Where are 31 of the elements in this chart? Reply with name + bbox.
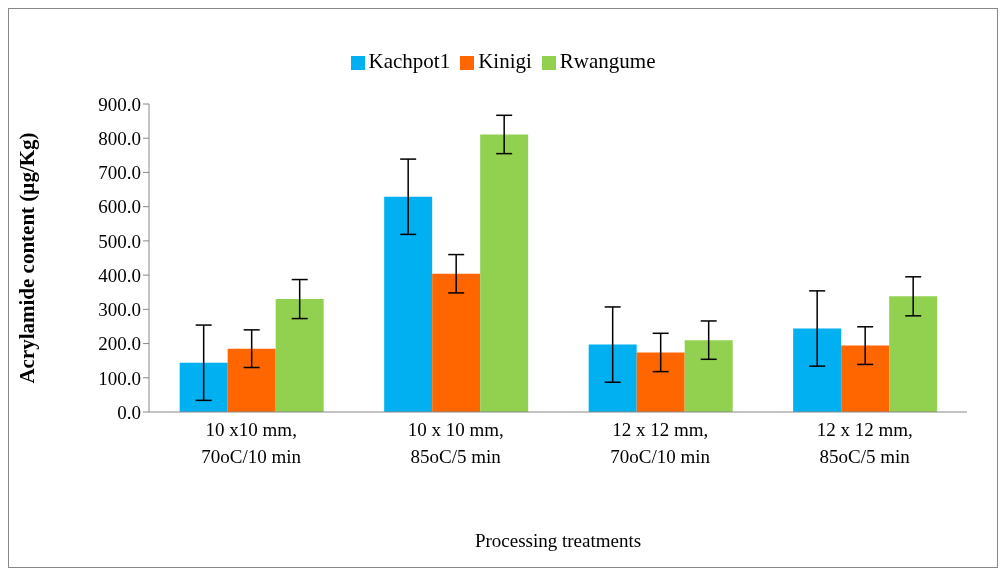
bar — [432, 273, 481, 412]
bar — [793, 328, 842, 412]
y-tick-label: 900.0 — [98, 93, 141, 115]
y-tick-label: 300.0 — [98, 299, 141, 321]
bar — [384, 196, 433, 412]
x-tick-label: 10 x 10 mm, 85oC/5 min — [407, 419, 504, 467]
y-tick-label: 700.0 — [98, 162, 141, 184]
y-tick-label: 400.0 — [98, 264, 141, 286]
y-tick-label: 100.0 — [98, 367, 141, 389]
y-tick-label: 500.0 — [98, 230, 141, 252]
bar — [275, 299, 324, 412]
x-tick-label: 12 x 12 mm, 70oC/10 min — [610, 419, 711, 467]
legend-label: Kachpot1 — [368, 49, 451, 73]
y-tick-label: 800.0 — [98, 127, 141, 149]
x-tick-label: 10 x10 mm, 70oC/10 min — [201, 419, 302, 467]
bar — [480, 134, 529, 412]
y-tick-label: 0.0 — [117, 401, 141, 423]
bar — [227, 348, 276, 412]
bar — [889, 296, 938, 412]
x-tick-label: 12 x 12 mm, 85oC/5 min — [816, 419, 913, 467]
y-tick-label: 600.0 — [98, 196, 141, 218]
bar — [684, 340, 733, 412]
bar — [179, 362, 228, 412]
bar — [588, 344, 637, 412]
y-tick-label: 200.0 — [98, 333, 141, 355]
bar — [636, 352, 685, 412]
y-axis-title: Acrylamide content (µg/Kg) — [15, 132, 40, 384]
bar — [841, 345, 890, 412]
x-axis-title: Processing treatments — [474, 530, 642, 551]
legend-label: Rwangume — [559, 49, 656, 73]
legend-label: Kinigi — [478, 49, 532, 73]
